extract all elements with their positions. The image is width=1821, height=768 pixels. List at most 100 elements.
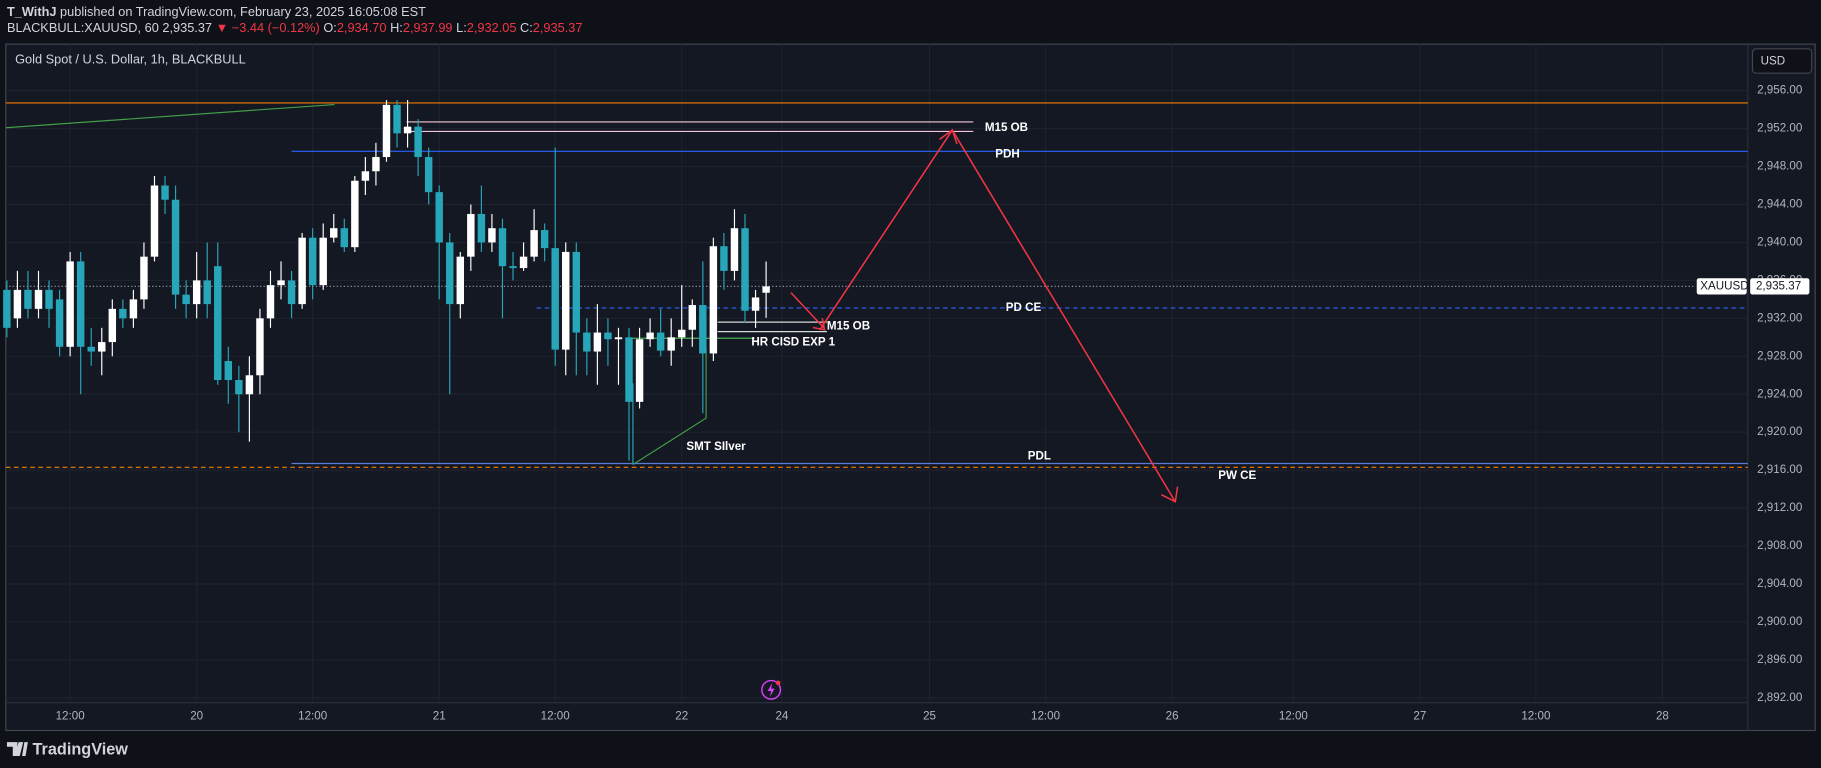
chart-title: Gold Spot / U.S. Dollar, 1h, BLACKBULL <box>15 52 246 67</box>
candle-body <box>161 185 169 200</box>
y-tick-label: 2,896.00 <box>1757 653 1802 666</box>
candle-body <box>625 337 633 402</box>
y-tick-label: 2,940.00 <box>1757 235 1802 248</box>
alert-icon[interactable] <box>761 679 782 700</box>
candle-body <box>709 246 718 354</box>
candle-body <box>308 237 317 286</box>
logo <box>6 742 28 757</box>
x-tick-label: 28 <box>1656 710 1669 723</box>
y-tick-label: 2,924.00 <box>1757 387 1802 400</box>
candle-body <box>614 337 623 340</box>
x-tick-label: 12:00 <box>298 710 327 723</box>
grid <box>5 44 1748 703</box>
alert-dot <box>775 680 781 686</box>
ohlc-value: 2,937.99 <box>403 20 453 35</box>
y-tick-label: 2,952.00 <box>1757 122 1802 135</box>
change: ▼ −3.44 (−0.12%) <box>216 20 320 35</box>
candle-body <box>604 332 612 340</box>
annotation: PW CE <box>1218 469 1256 482</box>
labels: 2,956.00 2,952.00 2,948.00 2,944.00 2,940.00… <box>56 84 1810 723</box>
candle-body <box>45 289 53 309</box>
candle-body <box>403 126 412 134</box>
candle-body <box>361 171 370 181</box>
candle-body <box>203 280 211 305</box>
level-label: M15 OB <box>985 121 1028 134</box>
candle-body <box>688 305 697 330</box>
candle-body <box>635 339 644 402</box>
candle-body <box>424 157 433 193</box>
candle-body <box>150 185 159 257</box>
candle-body <box>34 289 43 309</box>
arrow-head <box>939 128 958 145</box>
x-tick-label: 12:00 <box>1031 710 1060 723</box>
candle-body <box>319 237 327 286</box>
x-tick-label: 24 <box>775 710 788 723</box>
candle-body <box>266 285 275 319</box>
x-tick-label: 12:00 <box>1279 710 1308 723</box>
candle-body <box>509 266 517 269</box>
level-label: HR CISD EXP 1 <box>751 336 835 349</box>
level-label: PDH <box>995 148 1020 161</box>
y-tick-label: 2,904.00 <box>1757 577 1802 590</box>
level-label: PDL <box>1028 449 1051 462</box>
candle-body <box>76 261 85 347</box>
candle-body <box>519 256 528 269</box>
arrow-head <box>1161 486 1179 503</box>
candle-body <box>730 228 739 271</box>
currency[interactable]: USD <box>1761 55 1786 68</box>
annotation: SMT SIlver <box>686 440 746 453</box>
x-tick-label: 12:00 <box>1521 710 1550 723</box>
candle-body <box>13 289 22 319</box>
candle-body <box>298 237 306 305</box>
arrow-head <box>812 318 826 331</box>
y-tick-label: 2,900.00 <box>1757 615 1802 628</box>
y-tick-label: 2,956.00 <box>1757 84 1802 97</box>
candle-body <box>55 299 64 347</box>
price-tag-label: 2,935.37 <box>1756 279 1801 292</box>
candle-body <box>583 332 591 352</box>
x-tick-label: 12:00 <box>56 710 85 723</box>
symbol-tag-label: XAUUSD <box>1700 279 1748 292</box>
candle-body <box>751 297 760 311</box>
candle-body <box>477 213 486 243</box>
levels <box>5 102 1748 468</box>
candle-body <box>192 280 201 305</box>
y-tick-label: 2,944.00 <box>1757 198 1802 211</box>
ohlc-label: O: <box>323 20 336 35</box>
drawings <box>5 103 1179 503</box>
arrow-line <box>790 292 826 330</box>
price-tag <box>1750 278 1810 295</box>
x-tick-label: 26 <box>1166 710 1179 723</box>
candle-body <box>330 228 338 238</box>
candle-body <box>140 256 148 300</box>
header-line: T_WithJ published on TradingView.com, Fe… <box>7 4 426 19</box>
candle-body <box>24 289 32 309</box>
candle-body <box>245 375 254 395</box>
candle-body <box>182 294 190 305</box>
y-tick-label: 2,908.00 <box>1757 539 1802 552</box>
candle-body <box>467 213 475 257</box>
candle-body <box>66 261 74 347</box>
x-tick-label: 20 <box>190 710 203 723</box>
currency-button[interactable] <box>1751 48 1813 74</box>
y-tick-label: 2,948.00 <box>1757 160 1802 173</box>
y-tick-label: 2,916.00 <box>1757 463 1802 476</box>
candle-body <box>214 266 222 381</box>
symbol-line: BLACKBULL:XAUUSD, 60 2,935.37 ▼ −3.44 (−… <box>7 20 583 35</box>
candle-body <box>277 280 285 286</box>
candle-body <box>456 256 465 305</box>
y-tick-label: 2,892.00 <box>1757 691 1802 704</box>
candle-body <box>656 332 665 351</box>
trend-line <box>5 103 335 129</box>
symbol-tag <box>1696 278 1747 295</box>
candle-body <box>171 199 180 295</box>
y-tick-label: 2,928.00 <box>1757 349 1802 362</box>
ohlc-value: 2,934.70 <box>337 20 387 35</box>
candle-body <box>667 337 675 351</box>
candle-body <box>235 380 243 395</box>
last: 2,935.37 <box>162 20 212 35</box>
candle-body <box>540 230 549 249</box>
candle-body <box>562 251 570 350</box>
